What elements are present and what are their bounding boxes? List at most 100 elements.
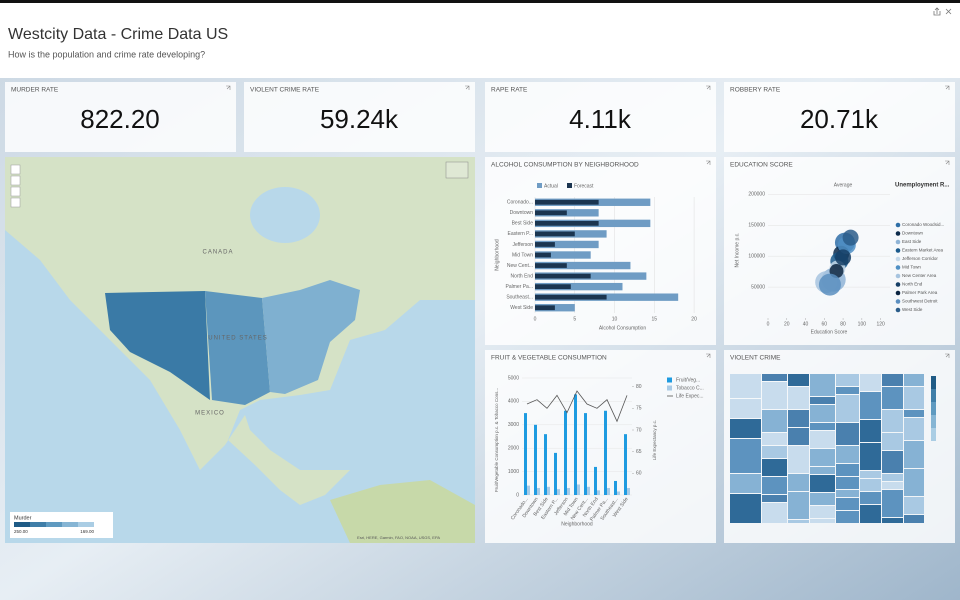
map-legend-label: 169.00 <box>80 529 94 534</box>
bar <box>557 489 560 495</box>
x-tick-label: 60 <box>822 321 828 327</box>
y-tick-label: Downtown <box>510 210 534 216</box>
legend-label: Forecast <box>574 183 594 189</box>
y-tick-label: Jefferson <box>513 242 534 248</box>
y-tick-label: Mid Town <box>512 252 533 258</box>
legend-label: Eastern Market Area <box>902 248 944 253</box>
y2-tick-label: 65 <box>636 449 642 455</box>
treemap-cell <box>904 497 924 514</box>
tile <box>244 82 475 152</box>
bar <box>544 434 547 495</box>
legend-label: Palmer Park Area <box>902 290 938 295</box>
legend-swatch <box>895 290 901 296</box>
legend-swatch <box>667 385 672 391</box>
treemap-cell <box>904 374 924 386</box>
bar <box>597 490 600 495</box>
map-label: MEXICO <box>195 411 225 417</box>
map-control[interactable] <box>10 175 21 186</box>
x-tick-label: 20 <box>691 316 697 322</box>
legend-swatch <box>895 239 901 245</box>
y-tick-label: 4000 <box>508 399 519 405</box>
y-axis-label: Net Income p.c. <box>734 232 740 267</box>
bar <box>577 484 580 495</box>
x-tick-label: 5 <box>573 316 576 322</box>
treemap-cell <box>810 431 835 448</box>
legend-swatch <box>537 183 542 188</box>
bar <box>535 220 599 226</box>
map-control[interactable] <box>10 197 21 208</box>
legend-swatch <box>667 377 672 383</box>
treemap-cell <box>810 397 835 404</box>
expand-icon[interactable] <box>706 85 711 90</box>
top-bar <box>0 0 960 3</box>
subtitle: How is the population and crime rate dev… <box>8 49 205 59</box>
tile-title: MURDER RATE <box>11 87 59 94</box>
treemap-cell <box>762 433 787 445</box>
treemap-cell <box>810 493 835 505</box>
bubble <box>842 229 859 246</box>
map-control[interactable] <box>10 164 21 175</box>
treemap-scale <box>931 389 936 402</box>
treemap-cell <box>730 399 761 418</box>
y-tick-label: 100000 <box>748 254 765 260</box>
header-icons[interactable] <box>933 7 952 16</box>
treemap-cell <box>882 387 903 409</box>
y2-tick-label: 80 <box>636 384 642 390</box>
bar <box>535 252 551 258</box>
y-tick-label: 2000 <box>508 446 519 452</box>
x-tick-label: 10 <box>612 316 618 322</box>
treemap-cell <box>836 498 859 510</box>
tile <box>485 157 716 345</box>
bar <box>627 487 630 495</box>
treemap-cell <box>788 387 809 409</box>
treemap-cell <box>882 474 903 481</box>
legend-swatch <box>895 222 901 228</box>
bar <box>604 410 607 495</box>
treemap-cell <box>904 441 924 468</box>
treemap-cell <box>762 459 787 476</box>
y-axis-label: Neighborhood <box>494 239 500 271</box>
treemap-cell <box>810 423 835 430</box>
y2-tick-label: 70 <box>636 427 642 433</box>
tile-title: VIOLENT CRIME RATE <box>250 87 320 94</box>
map-legend-swatch <box>14 522 30 527</box>
expand-icon[interactable] <box>945 85 950 90</box>
y-tick-label: Coronado... <box>507 200 533 206</box>
x-axis-label: Education Score <box>811 329 848 335</box>
bar <box>617 491 620 495</box>
treemap-cell <box>730 494 761 523</box>
expand-icon[interactable] <box>945 353 950 358</box>
line <box>526 390 628 423</box>
expand-icon[interactable] <box>945 160 950 165</box>
y-tick-label: 5000 <box>508 375 519 381</box>
x-axis-label: Alcohol Consumption <box>599 325 646 331</box>
y-tick-label: Best Side <box>512 221 534 227</box>
expand-icon[interactable] <box>706 160 711 165</box>
bar <box>567 487 570 495</box>
treemap-cell <box>810 374 835 396</box>
legend-label: North End <box>902 282 923 287</box>
legend-label: Fruit/Veg... <box>676 377 700 383</box>
expand-icon[interactable] <box>465 85 470 90</box>
expand-icon[interactable] <box>706 353 711 358</box>
treemap-scale <box>931 428 936 441</box>
map-legend-swatch <box>30 522 46 527</box>
bar <box>587 486 590 495</box>
expand-icon[interactable] <box>226 85 231 90</box>
x-tick-label: 40 <box>803 321 809 327</box>
map-control[interactable] <box>10 186 21 197</box>
treemap-cell <box>788 446 809 473</box>
treemap-cell <box>836 511 859 523</box>
legend-swatch <box>895 299 901 304</box>
us-west <box>105 291 210 400</box>
map-legend-swatch <box>46 522 62 527</box>
bar <box>574 394 577 495</box>
legend-label: Actual <box>544 183 558 189</box>
map-label: UNITED STATES <box>208 336 267 342</box>
tile-title: RAPE RATE <box>491 87 528 94</box>
treemap-cell <box>788 474 809 491</box>
treemap-cell <box>860 443 881 470</box>
legend-label: Downtown <box>902 231 924 236</box>
title: Westcity Data - Crime Data US <box>8 26 228 43</box>
